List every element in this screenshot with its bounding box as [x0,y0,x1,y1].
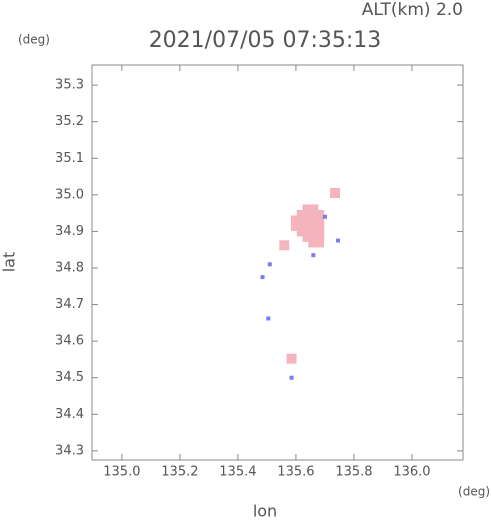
echo-point [266,316,271,321]
echo-point [296,215,307,226]
echo-point [289,375,294,380]
echo-point [314,231,325,242]
echo-point [302,209,313,220]
echo-point [314,237,325,248]
echo-point [308,204,319,215]
x-tick-label: 135.8 [335,465,372,480]
echo-point [308,226,319,237]
echo-point [308,215,319,226]
echo-point [330,188,341,199]
echo-point [290,220,301,231]
x-tick-label: 135.4 [219,465,256,480]
echo-point [308,209,319,220]
chart-title: 2021/07/05 07:35:13 [149,28,382,53]
x-tick-label: 135.6 [277,465,314,480]
x-unit: (deg) [458,485,490,499]
y-tick-label: 34.6 [55,334,84,349]
echo-point [260,275,265,280]
altitude-annotation: ALT(km) 2.0 [362,0,463,20]
echo-point [296,226,307,237]
echo-point [308,231,319,242]
y-tick-label: 35.0 [55,187,84,202]
echo-point [335,238,340,243]
echo-point [267,262,272,267]
y-unit: (deg) [18,33,50,47]
echo-point [296,220,307,231]
echo-point [314,209,325,220]
echo-point [314,226,325,237]
y-tick-label: 34.3 [55,443,84,458]
echo-point [302,204,313,215]
echo-point [286,353,297,364]
echo-point [296,209,307,220]
plot-frame [91,64,464,461]
y-axis-label: lat [0,252,19,273]
echo-point [311,253,316,258]
y-tick-label: 35.2 [55,114,84,129]
echo-point [302,220,313,231]
echo-point [314,215,325,226]
y-tick-label: 34.5 [55,370,84,385]
echo-point [279,240,290,251]
echo-point [302,215,313,226]
y-tick-label: 34.8 [55,260,84,275]
echo-point [308,237,319,248]
echo-point [302,226,313,237]
y-tick-label: 35.1 [55,151,84,166]
x-tick-label: 135.0 [103,465,140,480]
echo-point [322,214,327,219]
y-tick-label: 34.4 [55,407,84,422]
echo-point [290,215,301,226]
echo-point [302,231,313,242]
x-tick-label: 136.0 [393,465,430,480]
y-tick-label: 34.9 [55,224,84,239]
x-tick-label: 135.2 [161,465,198,480]
y-tick-label: 34.7 [55,297,84,312]
y-tick-label: 35.3 [55,78,84,93]
echo-point [308,220,319,231]
echo-point [314,220,325,231]
x-axis-label: lon [253,502,277,521]
